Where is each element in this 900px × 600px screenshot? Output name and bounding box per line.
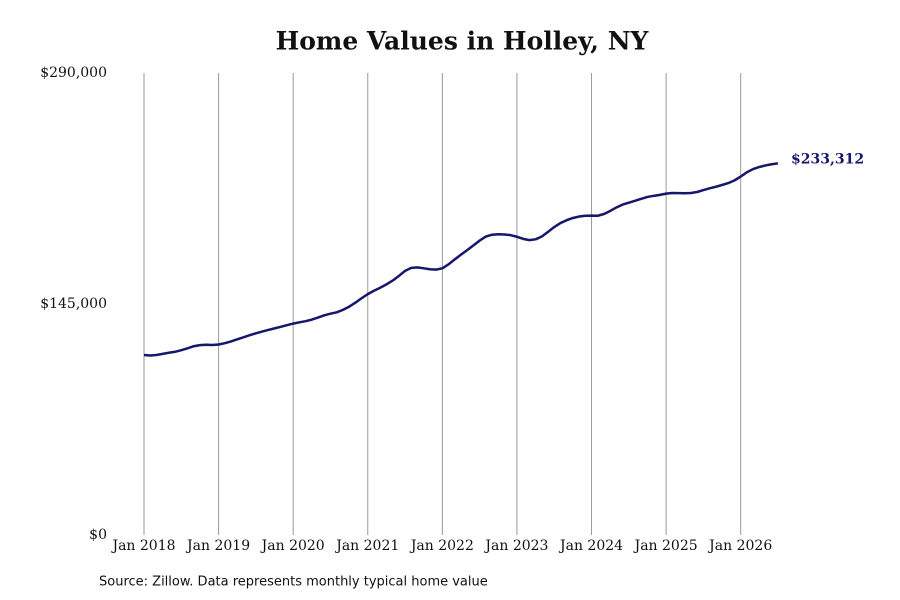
x-tick-label: Jan 2023 (483, 538, 548, 554)
x-tick-label: Jan 2025 (633, 538, 698, 554)
value-label: $233,312 (791, 151, 864, 167)
x-tick-label: Jan 2021 (334, 538, 399, 554)
x-tick-label: Jan 2024 (558, 538, 623, 554)
y-tick-label: $290,000 (40, 65, 107, 81)
x-tick-label: Jan 2026 (707, 538, 772, 554)
y-tick-label: $145,000 (40, 296, 107, 312)
x-tick-label: Jan 2018 (110, 538, 175, 554)
source-note: Source: Zillow. Data represents monthly … (99, 575, 488, 590)
x-tick-label: Jan 2022 (409, 538, 474, 554)
y-tick-label: $0 (89, 527, 107, 543)
line-series (143, 162, 779, 357)
x-tick-label: Jan 2020 (260, 538, 325, 554)
chart-title: Home Values in Holley, NY (276, 27, 650, 56)
x-tick-label: Jan 2019 (185, 538, 250, 554)
